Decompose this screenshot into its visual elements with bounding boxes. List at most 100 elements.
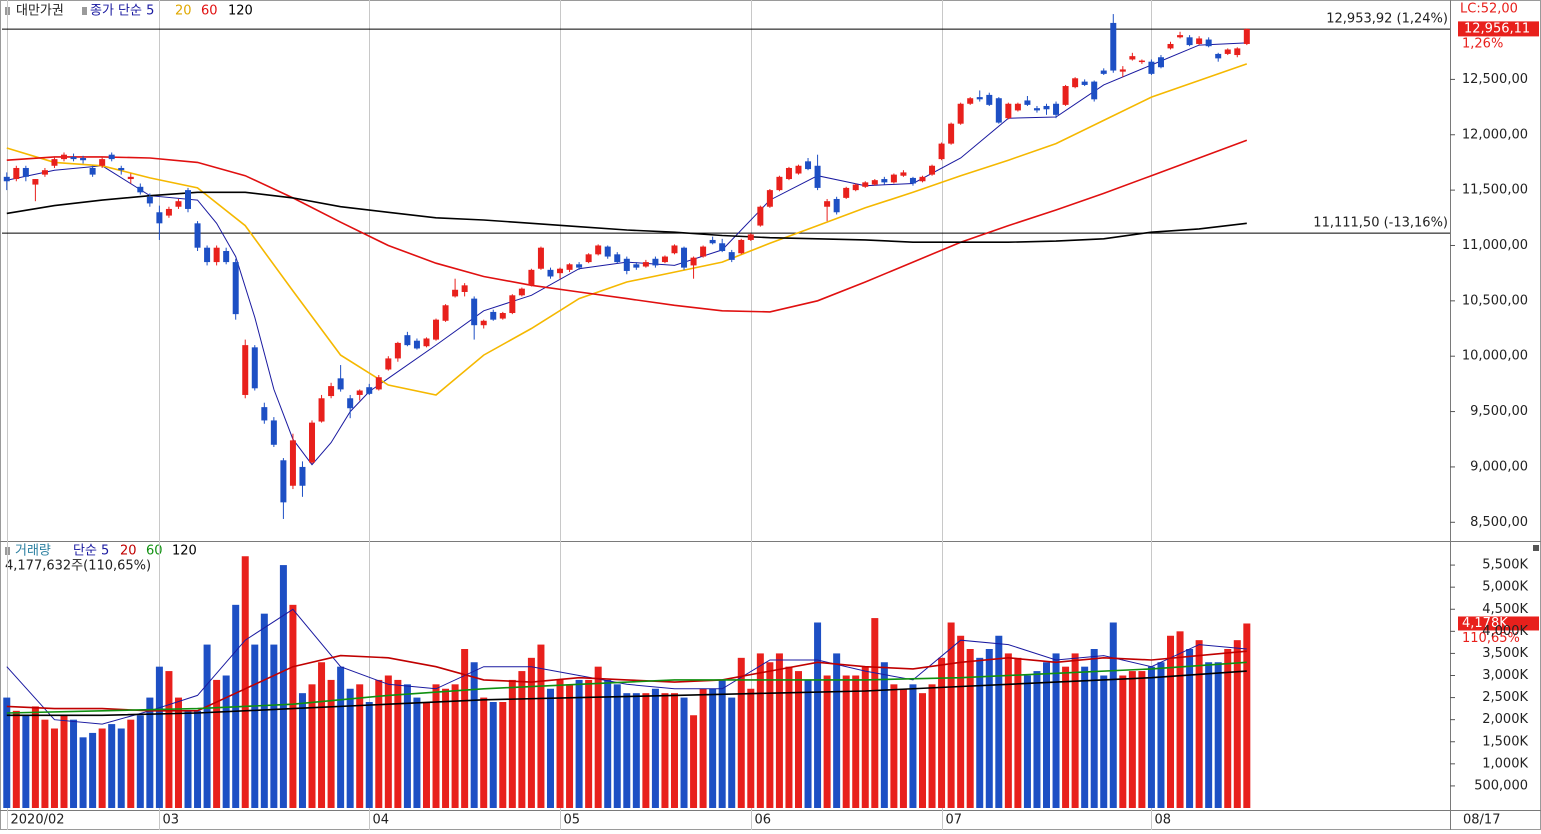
volume-bar <box>50 728 58 808</box>
candle-body <box>986 94 993 105</box>
last-price-box <box>1458 21 1539 37</box>
volume-bar <box>318 662 326 808</box>
y-tick-label: 5,500K <box>1482 558 1528 573</box>
candle-body <box>366 387 373 394</box>
volume-bar <box>546 688 554 808</box>
reference-label: 12,953,92 (1,24%) <box>1326 12 1448 27</box>
candle-body <box>1110 22 1117 71</box>
volume-bar <box>928 684 936 808</box>
y-tick-label: 11,000,00 <box>1462 238 1528 253</box>
legend-item: 60 <box>146 544 163 559</box>
candle-body <box>518 288 525 296</box>
x-tick-label: 07 <box>946 813 963 828</box>
candle-body <box>652 258 659 266</box>
volume-bar <box>1052 653 1060 808</box>
volume-bar <box>1186 649 1194 808</box>
volume-bar <box>785 666 793 808</box>
volume-bar <box>585 679 593 808</box>
candle-body <box>433 319 440 340</box>
candle-body <box>909 177 916 184</box>
volume-bar <box>1062 666 1070 808</box>
candle-body <box>242 345 249 395</box>
volume-bar <box>470 662 478 808</box>
volume-bar <box>146 697 154 808</box>
candle-body <box>1053 103 1060 115</box>
volume-bar <box>1176 631 1184 808</box>
volume-bar <box>1243 623 1251 808</box>
candle-body <box>690 257 697 266</box>
x-tick-label: 03 <box>163 813 180 828</box>
y-tick-label: 1,000K <box>1482 756 1528 771</box>
volume-bar <box>365 702 373 808</box>
volume-bar <box>289 604 297 808</box>
volume-bar <box>957 635 965 808</box>
volume-bar <box>890 684 898 808</box>
last-volume-box <box>1458 616 1539 631</box>
moving-average <box>6 63 1248 396</box>
volume-bar <box>31 706 39 808</box>
volume-bar <box>518 671 526 808</box>
candle-body <box>1033 108 1040 111</box>
candle-body <box>862 182 869 187</box>
volume-bar <box>1090 649 1098 808</box>
candle-body <box>3 176 10 182</box>
candle-body <box>1072 78 1079 88</box>
volume-bar <box>985 649 993 808</box>
volume-bar <box>375 679 383 808</box>
volume-bar <box>241 556 249 808</box>
volume-bar <box>136 715 144 808</box>
volume-bar <box>461 649 469 808</box>
legend-item: 120 <box>172 544 197 559</box>
y-tick-label: 2,000K <box>1482 712 1528 727</box>
volume-bar <box>270 644 278 808</box>
volume-bar <box>308 684 316 808</box>
volume-bar <box>690 715 698 808</box>
candle-body <box>299 466 306 486</box>
candle-body <box>165 208 172 216</box>
volume-bar <box>480 697 488 808</box>
volume-bar <box>613 684 621 808</box>
candle-body <box>1100 70 1107 74</box>
candle-body <box>156 212 163 224</box>
candle-body <box>709 239 716 244</box>
candle-body <box>1014 103 1021 111</box>
y-tick-label: 12,500,00 <box>1462 72 1528 87</box>
candle-body <box>852 184 859 191</box>
volume-bar <box>117 728 125 808</box>
candle-body <box>99 159 106 166</box>
candle-body <box>871 180 878 185</box>
candle-body <box>347 398 354 409</box>
volume-bar <box>1233 640 1241 808</box>
volume-bar <box>98 728 106 808</box>
candle-body <box>738 239 745 254</box>
candle-body <box>1215 53 1222 59</box>
candle-body <box>604 246 611 257</box>
volume-bar <box>451 684 459 808</box>
moving-average <box>6 650 1247 712</box>
moving-average <box>6 42 1247 466</box>
volume-bar <box>1224 649 1232 808</box>
volume-bar <box>394 679 402 808</box>
volume-bar <box>22 715 30 808</box>
volume-bar <box>575 679 583 808</box>
moving-average <box>6 139 1248 313</box>
limit-label: LC:52,00 <box>1460 2 1518 17</box>
volume-bar <box>194 710 202 808</box>
candle-body <box>118 167 125 171</box>
candle-body <box>80 158 87 161</box>
candle-body <box>747 234 754 240</box>
y-tick-label: 1,500K <box>1482 734 1528 749</box>
candle-body <box>223 251 230 263</box>
candle-body <box>833 198 840 213</box>
y-tick-label: 3,500K <box>1482 646 1528 661</box>
candle-body <box>289 440 296 486</box>
panel-icon <box>1533 545 1539 551</box>
volume-bar <box>384 675 392 808</box>
volume-bar <box>356 684 364 808</box>
volume-bar <box>298 693 306 808</box>
candle-body <box>1043 105 1050 110</box>
volume-bar <box>861 666 869 808</box>
y-tick-label: 2,500K <box>1482 690 1528 705</box>
